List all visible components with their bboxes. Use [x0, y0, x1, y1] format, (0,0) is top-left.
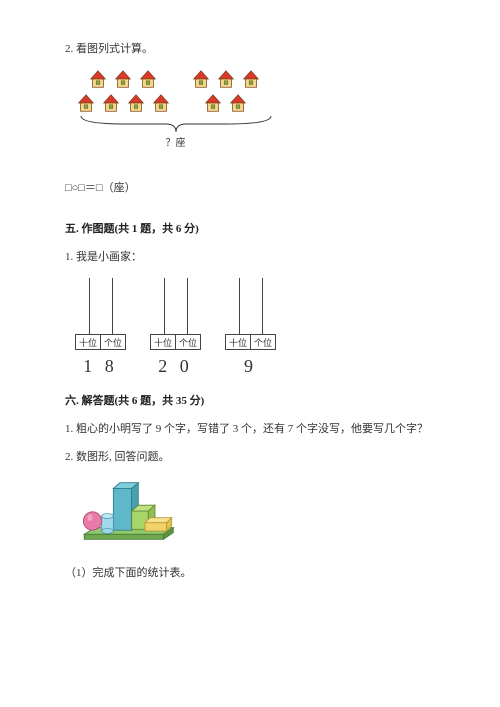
section5-heading: 五. 作图题(共 1 题，共 6 分)	[65, 220, 445, 236]
house-group-right	[190, 68, 262, 116]
abacus-number: 1 8	[83, 356, 118, 377]
abacus-area: 十位个位1 8十位个位2 0十位个位9	[75, 276, 445, 377]
section6-heading: 六. 解答题(共 6 题，共 35 分)	[65, 392, 445, 408]
shapes-figure	[80, 476, 180, 546]
place-tens: 十位	[76, 335, 101, 349]
abacus: 十位个位 1 8	[75, 276, 126, 377]
place-tens: 十位	[226, 335, 251, 349]
section5-q1: 1. 我是小画家：	[65, 248, 445, 264]
section6-q2: 2. 数图形, 回答问题。	[65, 448, 445, 464]
houses-figure: ？座	[65, 68, 445, 149]
abacus: 十位个位 2 0	[150, 276, 201, 377]
place-ones: 个位	[176, 335, 200, 349]
house-group-left	[75, 68, 172, 116]
brace-label: ？座	[73, 134, 278, 149]
q2-expression: □○□＝□（座）	[65, 179, 445, 195]
place-ones: 个位	[101, 335, 125, 349]
place-tens: 十位	[151, 335, 176, 349]
abacus: 十位个位 9	[225, 276, 276, 377]
section6-sub1: （1）完成下面的统计表。	[65, 564, 445, 580]
brace	[73, 114, 278, 136]
q2-title: 2. 看图列式计算。	[65, 40, 445, 56]
section6-q1: 1. 粗心的小明写了 9 个字，写错了 3 个，还有 7 个字没写，他要写几个字…	[65, 420, 445, 436]
abacus-number: 9	[244, 356, 257, 377]
place-ones: 个位	[251, 335, 275, 349]
abacus-number: 2 0	[158, 356, 193, 377]
